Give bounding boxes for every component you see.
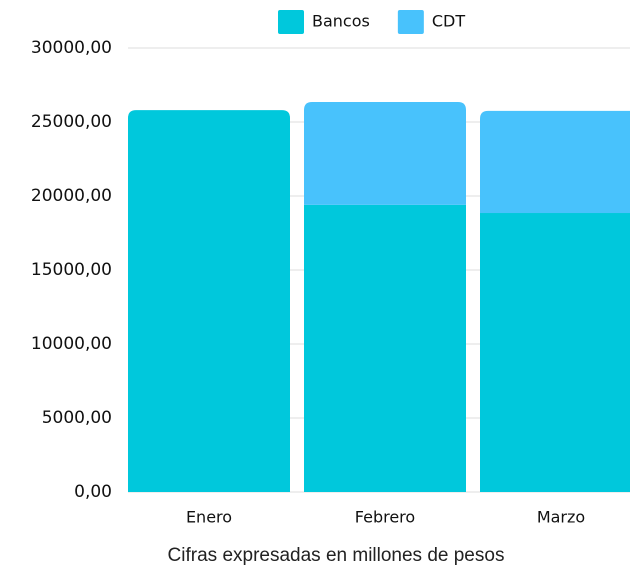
y-tick-label: 0,00 xyxy=(74,482,112,502)
bar-segment xyxy=(480,110,630,214)
x-axis-label: Cifras expresadas en millones de pesos xyxy=(168,545,505,566)
legend-swatch xyxy=(397,10,424,34)
y-tick-label: 5000,00 xyxy=(42,408,112,428)
y-tick-label: 10000,00 xyxy=(31,334,112,354)
bar-segment xyxy=(128,110,290,492)
legend-label: Bancos xyxy=(312,12,370,31)
y-tick-label: 20000,00 xyxy=(31,186,112,206)
bar-segment xyxy=(304,204,466,492)
x-tick-label: Febrero xyxy=(355,508,415,527)
x-tick-label: Enero xyxy=(186,508,232,527)
y-tick-label: 25000,00 xyxy=(31,112,112,132)
y-tick-label: 30000,00 xyxy=(31,38,112,58)
bar-segment xyxy=(304,102,466,205)
bar-segment xyxy=(480,213,630,492)
legend-swatch xyxy=(278,10,304,34)
y-tick-label: 15000,00 xyxy=(31,260,112,280)
x-tick-label: Marzo xyxy=(537,508,585,527)
legend-label: CDT xyxy=(432,12,465,31)
